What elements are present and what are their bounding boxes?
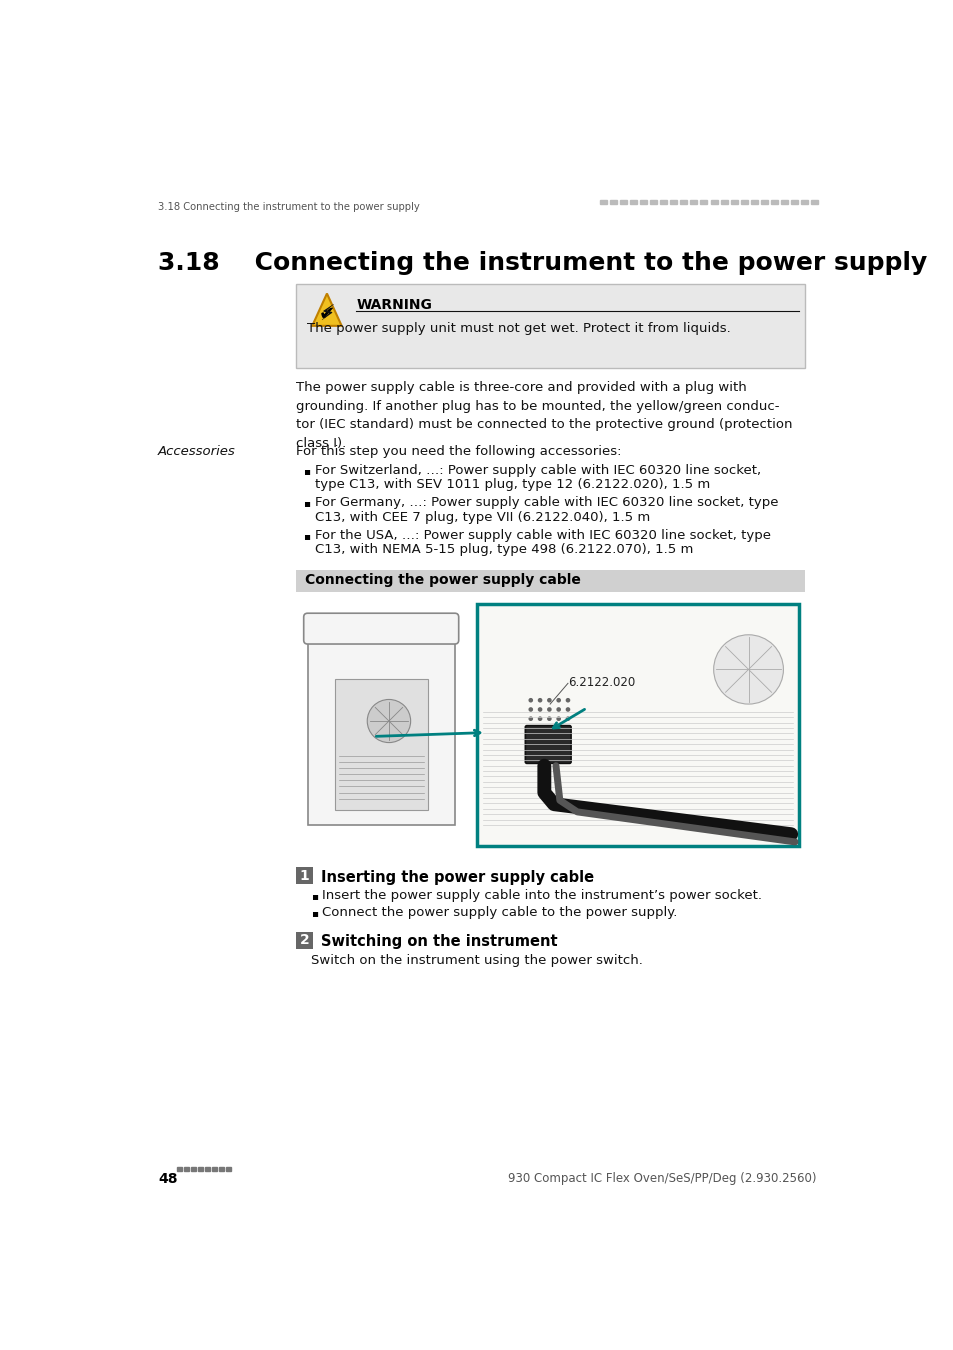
Circle shape	[565, 707, 570, 711]
Text: C13, with NEMA 5-15 plug, type 498 (6.2122.070), 1.5 m: C13, with NEMA 5-15 plug, type 498 (6.21…	[314, 543, 692, 556]
Circle shape	[537, 698, 542, 702]
Text: The power supply cable is three-core and provided with a plug with
grounding. If: The power supply cable is three-core and…	[295, 382, 792, 450]
FancyBboxPatch shape	[295, 867, 313, 884]
Bar	[679, 200, 686, 204]
Bar	[700, 200, 707, 204]
Text: ▪: ▪	[303, 498, 310, 509]
FancyBboxPatch shape	[525, 726, 571, 763]
Bar	[198, 1166, 203, 1170]
Text: 3.18 Connecting the instrument to the power supply: 3.18 Connecting the instrument to the po…	[158, 202, 419, 212]
Circle shape	[367, 699, 410, 743]
Text: 6.2122.020: 6.2122.020	[567, 675, 635, 688]
FancyBboxPatch shape	[303, 613, 458, 644]
Text: The power supply unit must not get wet. Protect it from liquids.: The power supply unit must not get wet. …	[307, 323, 730, 335]
Text: For Switzerland, …: Power supply cable with IEC 60320 line socket,: For Switzerland, …: Power supply cable w…	[314, 464, 760, 477]
Text: type C13, with SEV 1011 plug, type 12 (6.2122.020), 1.5 m: type C13, with SEV 1011 plug, type 12 (6…	[314, 478, 709, 491]
Circle shape	[556, 707, 560, 711]
FancyBboxPatch shape	[295, 598, 804, 852]
Text: ▪: ▪	[303, 466, 310, 477]
Polygon shape	[312, 293, 341, 325]
Bar	[659, 200, 666, 204]
FancyBboxPatch shape	[476, 603, 798, 845]
Bar	[649, 200, 657, 204]
Text: Switch on the instrument using the power switch.: Switch on the instrument using the power…	[311, 953, 642, 967]
Text: 48: 48	[158, 1172, 177, 1187]
Bar	[740, 200, 747, 204]
Bar	[192, 1166, 195, 1170]
Bar	[599, 200, 606, 204]
Text: ⚡: ⚡	[319, 305, 335, 325]
Bar	[609, 200, 617, 204]
Bar	[810, 200, 818, 204]
FancyBboxPatch shape	[295, 570, 804, 591]
Circle shape	[528, 698, 533, 702]
FancyBboxPatch shape	[295, 931, 313, 949]
Circle shape	[537, 707, 542, 711]
Bar	[710, 200, 717, 204]
Circle shape	[556, 698, 560, 702]
Circle shape	[556, 717, 560, 721]
Text: WARNING: WARNING	[356, 297, 432, 312]
Text: 3.18    Connecting the instrument to the power supply: 3.18 Connecting the instrument to the po…	[158, 251, 926, 274]
Bar	[730, 200, 737, 204]
Text: For this step you need the following accessories:: For this step you need the following acc…	[295, 446, 620, 459]
Bar	[790, 200, 798, 204]
Bar	[619, 200, 626, 204]
Text: For the USA, …: Power supply cable with IEC 60320 line socket, type: For the USA, …: Power supply cable with …	[314, 528, 770, 541]
Bar	[720, 200, 727, 204]
Bar	[670, 200, 677, 204]
Bar	[760, 200, 767, 204]
Bar	[750, 200, 757, 204]
Circle shape	[713, 634, 782, 705]
Text: C13, with CEE 7 plug, type VII (6.2122.040), 1.5 m: C13, with CEE 7 plug, type VII (6.2122.0…	[314, 510, 649, 524]
Text: Connect the power supply cable to the power supply.: Connect the power supply cable to the po…	[322, 906, 677, 919]
Circle shape	[528, 717, 533, 721]
Text: Accessories: Accessories	[158, 446, 235, 459]
Bar	[205, 1166, 210, 1170]
Bar	[177, 1166, 182, 1170]
Circle shape	[546, 707, 551, 711]
Text: 1: 1	[299, 869, 309, 883]
Bar	[184, 1166, 189, 1170]
Text: Insert the power supply cable into the instrument’s power socket.: Insert the power supply cable into the i…	[322, 888, 761, 902]
Bar	[212, 1166, 216, 1170]
Circle shape	[546, 717, 551, 721]
FancyBboxPatch shape	[335, 679, 427, 810]
FancyBboxPatch shape	[295, 284, 804, 369]
Circle shape	[546, 698, 551, 702]
Text: ▪: ▪	[311, 909, 318, 918]
Bar	[781, 200, 787, 204]
Text: For Germany, …: Power supply cable with IEC 60320 line socket, type: For Germany, …: Power supply cable with …	[314, 497, 778, 509]
Bar	[629, 200, 637, 204]
Text: ✔: ✔	[318, 305, 335, 324]
Bar	[770, 200, 778, 204]
Text: ▪: ▪	[303, 531, 310, 541]
Text: Switching on the instrument: Switching on the instrument	[320, 934, 557, 949]
Text: Connecting the power supply cable: Connecting the power supply cable	[305, 574, 580, 587]
Text: 2: 2	[299, 933, 309, 948]
Bar	[801, 200, 807, 204]
Text: 930 Compact IC Flex Oven/SeS/PP/Deg (2.930.2560): 930 Compact IC Flex Oven/SeS/PP/Deg (2.9…	[508, 1172, 816, 1185]
Text: Inserting the power supply cable: Inserting the power supply cable	[320, 869, 594, 884]
Circle shape	[537, 717, 542, 721]
Bar	[219, 1166, 224, 1170]
Bar	[690, 200, 697, 204]
Bar	[639, 200, 646, 204]
Circle shape	[528, 707, 533, 711]
Text: ▪: ▪	[311, 891, 318, 902]
FancyBboxPatch shape	[307, 640, 455, 825]
Circle shape	[565, 717, 570, 721]
Circle shape	[565, 698, 570, 702]
Bar	[226, 1166, 231, 1170]
